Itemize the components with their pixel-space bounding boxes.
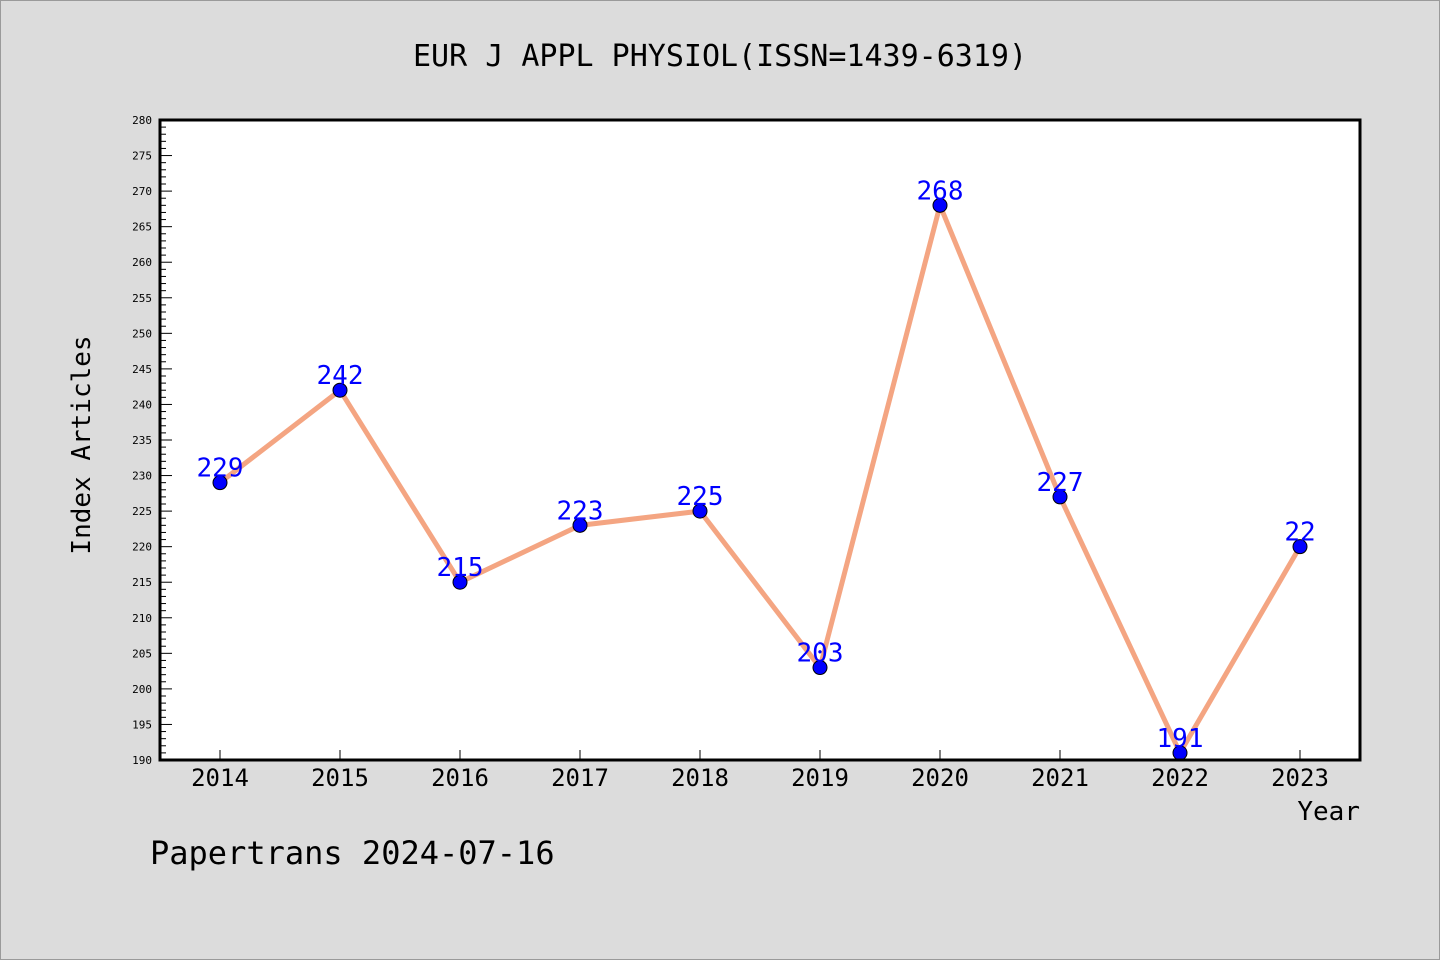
data-label: 223 — [557, 496, 604, 526]
data-point — [212, 475, 228, 491]
y-tick-label: 235 — [132, 434, 152, 447]
y-tick-label: 210 — [132, 612, 152, 625]
y-tick-label: 215 — [132, 576, 152, 589]
data-point — [812, 660, 828, 676]
x-tick-label: 2021 — [1031, 764, 1089, 792]
x-tick-label: 2017 — [551, 764, 609, 792]
series-line-group — [217, 202, 1303, 756]
chart-title: EUR J APPL PHYSIOL(ISSN=1439-6319) — [413, 39, 1027, 74]
x-tick-label: 2023 — [1271, 764, 1329, 792]
y-tick-label: 230 — [132, 470, 152, 483]
marker-group — [212, 197, 1308, 761]
y-tick-label: 270 — [132, 185, 152, 198]
y-tick-label: 280 — [132, 114, 152, 127]
data-point — [692, 503, 708, 519]
y-tick-label: 265 — [132, 221, 152, 234]
x-tick-label: 2018 — [671, 764, 729, 792]
y-tick-label: 275 — [132, 150, 152, 163]
data-label-group: 229 242 215 223 225 203 268 227 191 22 — [197, 176, 1316, 754]
data-point — [1052, 489, 1068, 505]
x-tick-label: 2016 — [431, 764, 489, 792]
x-tick-label: 2019 — [791, 764, 849, 792]
data-point — [452, 574, 468, 590]
x-tick-label: 2015 — [311, 764, 369, 792]
data-label: 191 — [1157, 724, 1204, 754]
data-point — [332, 382, 348, 398]
data-point — [1292, 539, 1308, 555]
footer-credit: Papertrans 2024-07-16 — [150, 834, 555, 872]
y-tick-label: 250 — [132, 327, 152, 340]
x-tick-label: 2020 — [911, 764, 969, 792]
y-tick-label: 205 — [132, 647, 152, 660]
y-axis-title: Index Articles — [67, 335, 97, 554]
data-label: 227 — [1037, 468, 1084, 498]
data-label: 225 — [677, 482, 724, 512]
y-tick-label: 200 — [132, 683, 152, 696]
data-label: 229 — [197, 454, 244, 484]
data-label: 268 — [917, 176, 964, 206]
y-tick-label: 190 — [132, 754, 152, 767]
y-tick-label: 260 — [132, 256, 152, 269]
data-label: 203 — [797, 639, 844, 669]
x-axis-title: Year — [1297, 797, 1360, 827]
data-point — [932, 197, 948, 213]
data-label: 215 — [437, 553, 484, 583]
y-tick-label: 245 — [132, 363, 152, 376]
data-label: 22 — [1284, 518, 1315, 548]
plot-frame — [158, 118, 1362, 762]
y-tick-label: 240 — [132, 398, 152, 411]
x-tick-label: 2014 — [191, 764, 249, 792]
y-tick-label: 225 — [132, 505, 152, 518]
y-tick-label: 195 — [132, 718, 152, 731]
y-tick-label: 220 — [132, 541, 152, 554]
data-point — [572, 517, 588, 533]
x-axis: 2014 2015 2016 2017 2018 2019 2020 2021 2022 2023 — [191, 750, 1329, 792]
y-axis: 190 195 200 205 210 215 220 225 230 235 240 245 250 2… — [132, 114, 172, 767]
y-tick-label: 255 — [132, 292, 152, 305]
series-line — [217, 202, 1303, 756]
x-tick-label: 2022 — [1151, 764, 1209, 792]
plot-area — [160, 120, 1360, 760]
data-label: 242 — [317, 361, 364, 391]
